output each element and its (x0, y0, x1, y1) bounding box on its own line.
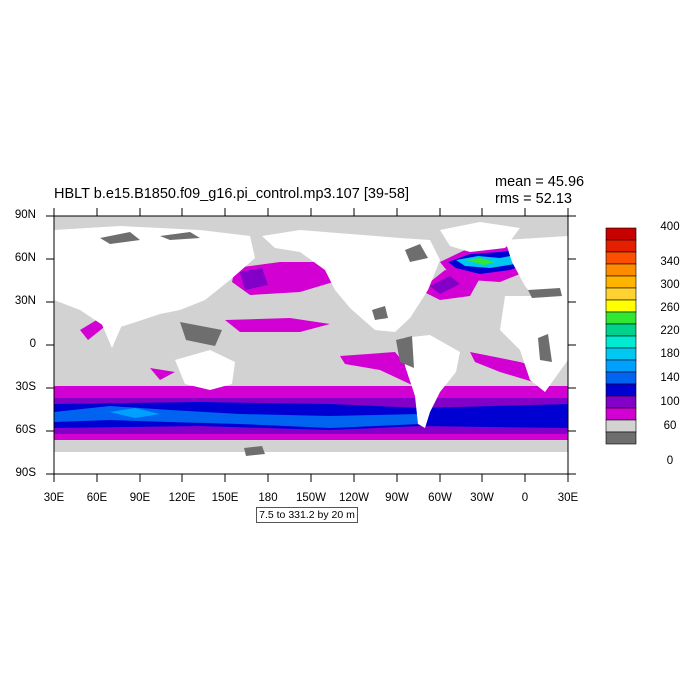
gulf-of-mexico (372, 306, 388, 320)
south-america (402, 335, 460, 428)
colorbar-box (605, 311, 637, 325)
north-pacific-patch-inner (240, 268, 268, 290)
lon-label-150w: 150W (295, 492, 327, 504)
lon-label-60w: 60W (428, 492, 452, 504)
colorbar-label-400: 400 (660, 221, 680, 233)
map-field (54, 216, 568, 474)
colorbar-box (605, 299, 637, 313)
lat-label-30s: 30S (15, 381, 36, 393)
eurasia (54, 226, 255, 330)
colorbar-box (605, 407, 637, 421)
colorbar-label-220: 220 (660, 325, 680, 337)
colorbar-label-180: 180 (660, 348, 680, 360)
colorbar-box (605, 275, 637, 289)
colorbar-box (605, 263, 637, 277)
lon-label-90e: 90E (129, 492, 151, 504)
arctic-gray-2 (160, 232, 200, 240)
lon-label-120w: 120W (338, 492, 370, 504)
south-indian-patch (150, 368, 175, 380)
india (100, 318, 125, 348)
colorbar-box (605, 359, 637, 373)
lon-label-150e: 150E (211, 492, 239, 504)
equatorial-pacific-patch (225, 318, 330, 332)
north-america (262, 230, 440, 332)
colorbar-label-140: 140 (660, 372, 680, 384)
lon-label-30e-right: 30E (557, 492, 579, 504)
colorbar-label-340: 340 (660, 256, 680, 268)
colorbar-box (605, 239, 637, 253)
colorbar-box (605, 431, 637, 445)
colorbar-box (605, 227, 637, 241)
rms-value: rms = 52.13 (495, 191, 572, 207)
lat-label-60n: 60N (14, 252, 36, 264)
lon-label-120e: 120E (168, 492, 196, 504)
colorbar-box (605, 371, 637, 385)
australia (175, 350, 235, 390)
south-pacific-patch (340, 352, 412, 385)
labrador-sea-peak (466, 258, 495, 265)
colorbar-label-100: 100 (660, 396, 680, 408)
antarctic-shelf-gray (244, 446, 265, 456)
lat-label-0: 0 (29, 338, 36, 350)
lat-ticks (46, 215, 576, 475)
north-atlantic-patch-inner (430, 276, 460, 294)
arctic-gray-1 (100, 232, 140, 244)
hudson-bay (405, 244, 428, 262)
antarctica (54, 452, 568, 474)
colorbar-label-60: 60 (663, 420, 677, 432)
mean-value: mean = 45.96 (495, 174, 585, 190)
colorbar-box (605, 383, 637, 397)
colorbar-box (605, 251, 637, 265)
antarctic-gray-fringe (54, 440, 568, 452)
europe (505, 236, 568, 304)
lon-label-30w: 30W (470, 492, 494, 504)
lat-label-90n: 90N (14, 209, 36, 221)
indonesian-seas (180, 322, 222, 346)
colorbar-label-260: 260 (660, 302, 680, 314)
greenland (440, 222, 520, 252)
lat-label-90s: 90S (15, 467, 36, 479)
lon-label-0: 0 (521, 492, 529, 504)
lon-label-60e: 60E (86, 492, 108, 504)
lon-label-90w: 90W (385, 492, 409, 504)
africa (500, 296, 568, 392)
colorbar-box (605, 323, 637, 337)
lon-label-180: 180 (258, 492, 278, 504)
plot-title: HBLT b.e15.B1850.f09_g16.pi_control.mp3.… (54, 186, 409, 202)
colorbar-box (605, 287, 637, 301)
contour-interval-box: 7.5 to 331.2 by 20 m (256, 507, 358, 523)
mediterranean (528, 288, 562, 298)
lon-ticks (53, 208, 569, 482)
colorbar-label-0: 0 (666, 455, 674, 467)
southern-band-light-blue (110, 408, 160, 418)
colorbar-box (605, 395, 637, 409)
colorbar-box (605, 335, 637, 349)
south-america-shelf (396, 336, 414, 368)
lat-label-60s: 60S (15, 424, 36, 436)
colorbar (605, 227, 637, 445)
red-sea (538, 334, 552, 362)
colorbar-box (605, 419, 637, 433)
colorbar-label-300: 300 (660, 279, 680, 291)
lon-label-30e: 30E (43, 492, 65, 504)
colorbar-box (605, 347, 637, 361)
lat-label-30n: 30N (14, 295, 36, 307)
